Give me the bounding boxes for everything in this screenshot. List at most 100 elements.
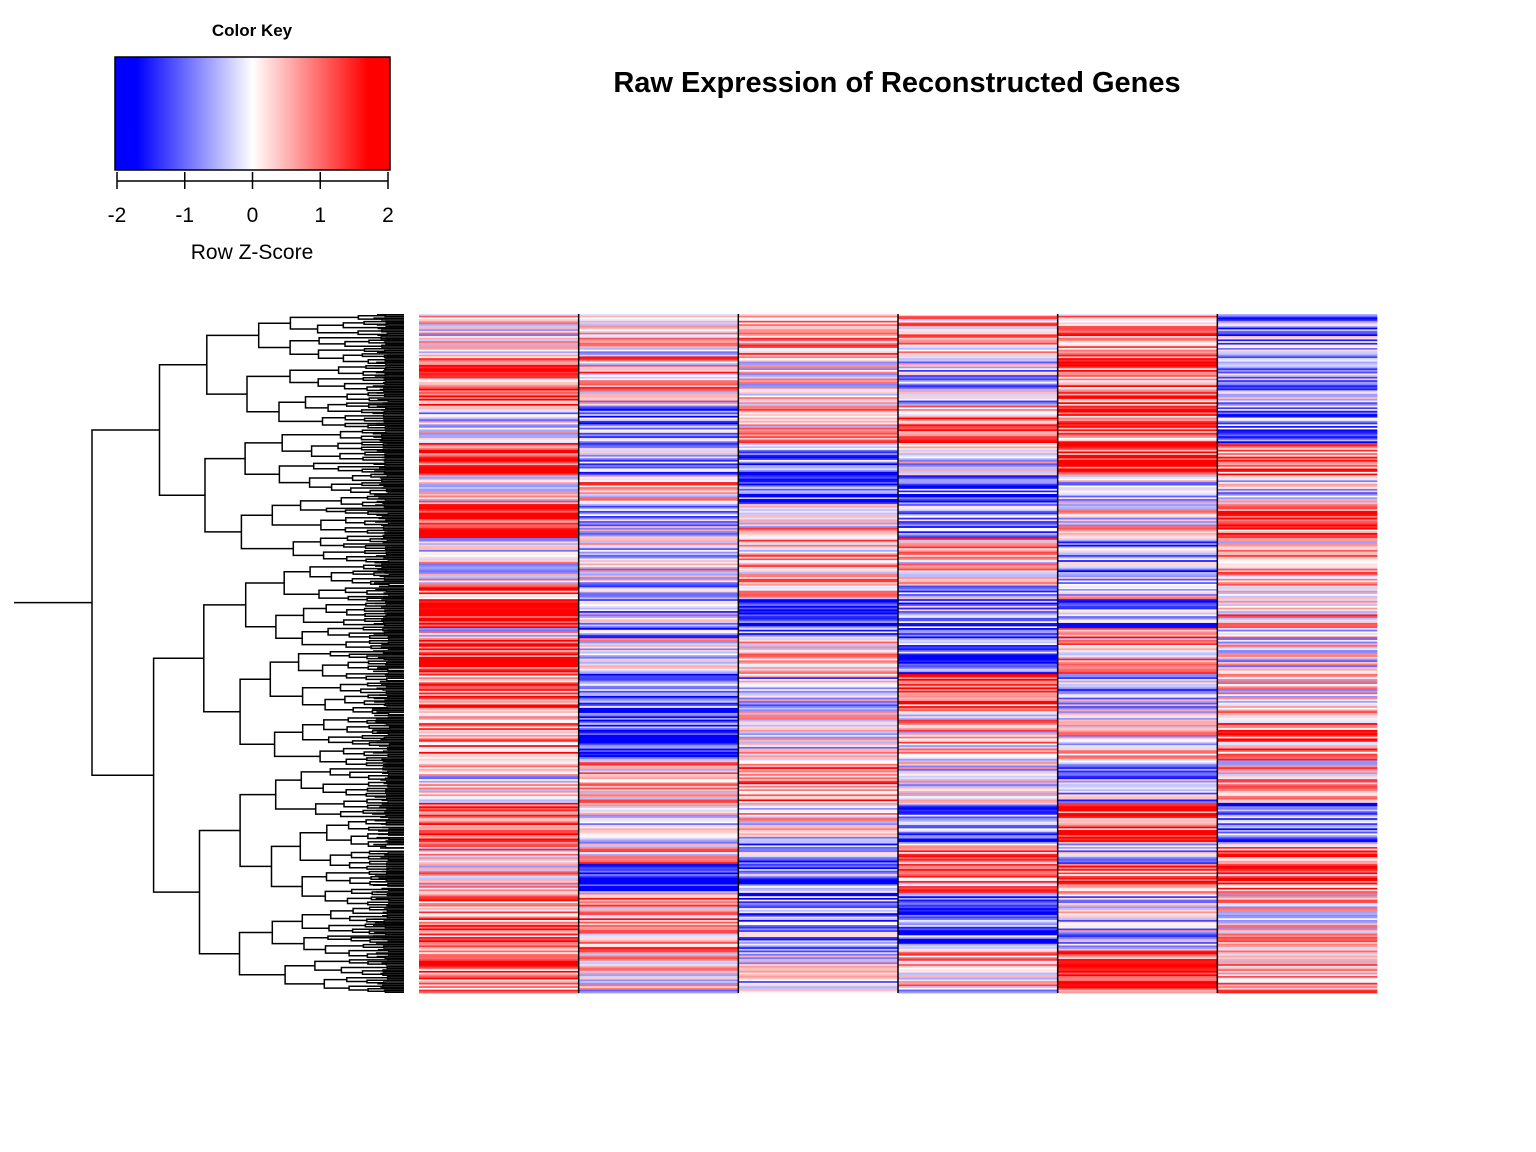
heatmap-cell [898,897,1058,901]
heatmap-cell [738,765,899,768]
heatmap-cell [578,434,739,437]
heatmap-cell [738,514,899,517]
heatmap-cell [1057,976,1218,979]
heatmap-cell [1217,470,1378,473]
heatmap-cell [419,935,579,938]
heatmap-cell [1217,991,1378,994]
heatmap-cell [1217,865,1378,868]
heatmap-cell [419,320,579,323]
dendrogram-branch [257,322,291,349]
heatmap-cell [738,429,899,432]
heatmap-cell [738,789,899,792]
heatmap-cell [738,526,899,529]
heatmap-cell [898,480,1058,483]
heatmap-cell [578,539,739,542]
heatmap-cell [1057,699,1218,702]
heatmap-cell [898,499,1058,502]
heatmap-cell [419,665,579,668]
heatmap-cell [738,690,899,693]
heatmap-cell [898,850,1058,853]
heatmap-cell [738,585,899,588]
heatmap-cell [1057,422,1218,425]
heatmap-cell [419,476,579,480]
heatmap-cell [738,622,899,626]
heatmap-cell [1057,687,1218,690]
heatmap-cell [738,524,899,527]
heatmap-cell [578,818,739,821]
heatmap-cell [1217,813,1378,816]
heatmap-cell [898,896,1058,899]
heatmap-cell [898,639,1058,643]
heatmap-cell [898,665,1058,668]
heatmap-cell [1217,578,1378,581]
heatmap-cell [1217,682,1378,685]
heatmap-cell [1057,746,1218,749]
heatmap-cell [1217,785,1378,788]
heatmap-cell [419,894,579,897]
heatmap-cell [1217,466,1378,469]
heatmap-cell [1217,332,1378,335]
heatmap-cell [1057,400,1218,403]
heatmap-cell [1217,806,1378,809]
heatmap-cell [578,563,739,566]
dendrogram-branch [326,824,352,841]
heatmap-cell [1057,431,1218,434]
heatmap-cell [898,740,1058,743]
heatmap-cell [738,502,899,505]
heatmap-cell [738,602,899,605]
heatmap-cell [578,711,739,714]
heatmap-cell [578,655,739,658]
heatmap-cell [898,704,1058,707]
heatmap-cell [578,317,739,320]
heatmap-cell [898,877,1058,880]
heatmap-cell [1057,942,1218,945]
heatmap-cell [898,672,1058,675]
dendrogram-branch [314,960,350,971]
dendrogram-branch [367,988,404,993]
heatmap-cell [578,320,739,323]
heatmap-cell [738,865,899,868]
heatmap-cell [1057,719,1218,722]
heatmap-cell [578,478,739,481]
heatmap-cell [1057,894,1218,897]
heatmap-cell [1217,957,1378,960]
heatmap-cell [1057,663,1218,666]
heatmap-cell [898,982,1058,985]
heatmap-cell [1057,449,1218,452]
heatmap-cell [1057,626,1218,629]
heatmap-cell [898,869,1058,872]
heatmap-cell [898,845,1058,848]
heatmap-cell [419,516,579,519]
heatmap-cell [738,534,899,537]
heatmap-cell [1217,534,1378,537]
heatmap-cell [1057,453,1218,456]
heatmap-cell [1057,841,1218,845]
heatmap-cell [738,426,899,429]
heatmap-cell [738,748,899,751]
heatmap-cell [738,629,899,632]
heatmap-cell [578,699,739,702]
heatmap-cell [419,587,579,590]
heatmap-cell [1217,621,1378,624]
heatmap-cell [898,409,1058,412]
heatmap-cell [738,336,899,339]
dendrogram-branch [304,396,348,409]
heatmap-cell [898,967,1058,970]
heatmap-cell [419,925,579,928]
heatmap-cell [738,706,899,709]
heatmap-cell [419,643,579,646]
dendrogram-branch [367,424,404,429]
heatmap-cell [738,880,899,884]
heatmap-cell [738,672,899,675]
heatmap-cell [898,429,1058,432]
heatmap-cell [738,359,899,362]
heatmap-cell [578,833,739,836]
heatmap-cell [1057,914,1218,918]
heatmap-cell [578,353,739,356]
heatmap-cell [898,746,1058,749]
dendrogram-branch [367,404,404,409]
heatmap-cell [578,723,739,726]
heatmap-cell [1217,594,1378,597]
heatmap-cell [578,884,739,887]
heatmap-cell [1057,414,1218,417]
